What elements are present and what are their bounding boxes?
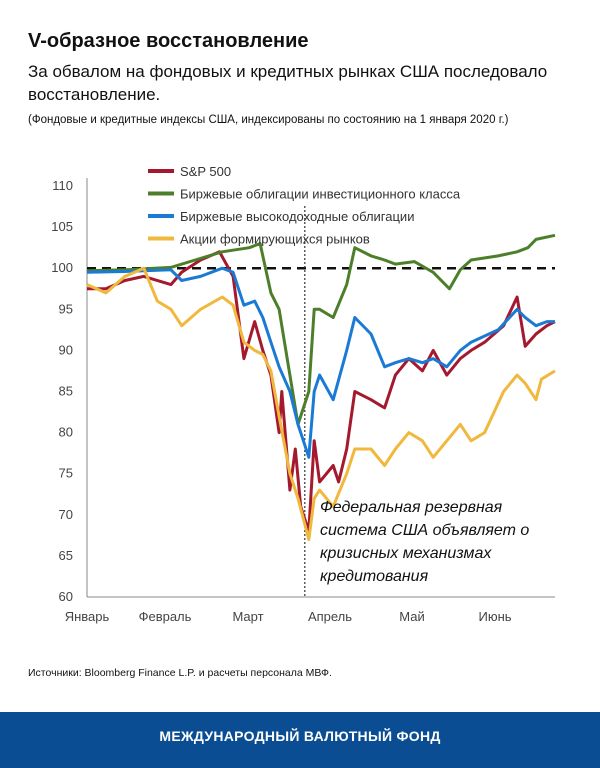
page-title: V-образное восстановление [28,30,309,52]
y-tick-label: 105 [51,219,73,234]
legend-label: S&P 500 [180,164,231,179]
x-tick-label: Январь [65,609,110,624]
chart-note: (Фондовые и кредитные индексы США, индек… [28,114,509,126]
legend-label: Акции формирующихся рынков [180,232,370,247]
x-tick-label: Февраль [139,609,192,624]
y-tick-label: 100 [51,260,73,275]
x-tick-label: Май [399,609,424,624]
x-tick-label: Июнь [478,609,511,624]
annotation-line: система США объявляет о [320,522,529,539]
y-tick-label: 75 [59,466,73,481]
annotation-line: Федеральная резервная [320,499,503,516]
y-tick-label: 65 [59,548,73,563]
legend-label: Биржевые высокодоходные облигации [180,209,414,224]
y-tick-label: 85 [59,384,73,399]
y-tick-label: 80 [59,425,73,440]
y-tick-label: 90 [59,342,73,357]
page-subtitle: За обвалом на фондовых и кредитных рынка… [28,62,548,104]
y-tick-label: 95 [59,301,73,316]
source-note: Источники: Bloomberg Finance L.P. и расч… [28,667,332,679]
series-line-3 [86,266,556,541]
line-chart: 110 105 100 95 90 85 80 75 70 65 60 Январь Февраль Ма… [51,164,556,624]
legend-label: Биржевые облигации инвестиционного класс… [180,187,461,202]
footer-banner: МЕЖДУНАРОДНЫЙ ВАЛЮТНЫЙ ФОНД [0,712,600,768]
series-line-0 [87,250,556,533]
x-tick-label: Апрель [308,609,352,624]
x-tick-label: Март [232,609,263,624]
y-tick-label: 110 [52,178,73,193]
series-line-2 [86,266,555,459]
series-line-1 [86,233,556,426]
annotation-line: кризисных механизмах [320,545,492,562]
annotation-line: кредитования [320,568,429,585]
y-tick-label: 60 [59,589,73,604]
y-tick-label: 70 [59,507,73,522]
